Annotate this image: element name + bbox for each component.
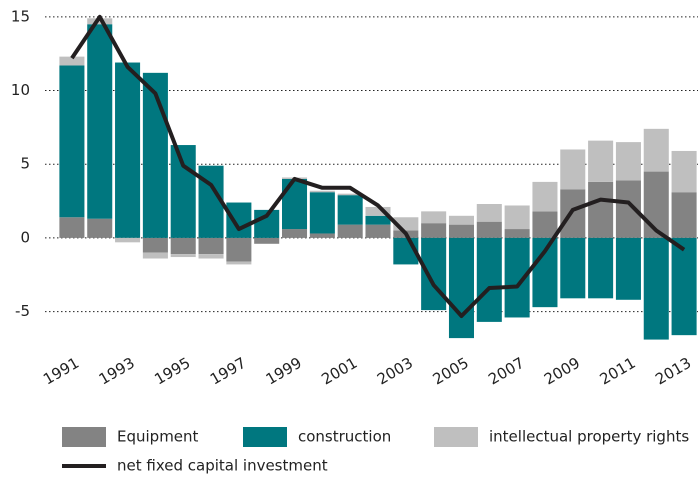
bar-segment <box>226 237 252 262</box>
x-tick-label: 2003 <box>374 354 416 389</box>
bar-segment <box>615 237 641 300</box>
legend-label: Equipment <box>117 428 199 446</box>
line <box>70 14 686 318</box>
bar-segment <box>309 192 335 234</box>
bar-segment <box>560 189 586 238</box>
bar-segment <box>588 181 614 238</box>
bar-segment <box>476 221 502 238</box>
bar-segment <box>59 65 85 218</box>
bar-segment <box>198 254 224 259</box>
legend-swatch <box>434 427 478 447</box>
bar-segment <box>170 145 196 238</box>
bar-segment <box>337 193 363 196</box>
legend-label: net fixed capital investment <box>117 457 328 475</box>
bar-segment <box>337 224 363 238</box>
bar-segment <box>115 237 141 243</box>
bar-segment <box>421 211 447 224</box>
bar-segment <box>560 149 586 190</box>
bar-segment <box>504 205 530 230</box>
bar-segment <box>560 237 586 299</box>
bar-segment <box>365 224 391 238</box>
y-tick-label: 10 <box>11 81 30 99</box>
bar-segment <box>615 142 641 181</box>
x-tick-label: 1991 <box>40 354 82 389</box>
bar-segment <box>671 150 697 193</box>
bar-segment <box>254 237 280 244</box>
bar-segment <box>671 192 697 238</box>
legend-label: intellectual property rights <box>489 428 689 446</box>
bar-segment <box>476 237 502 322</box>
bar-segment <box>226 202 252 238</box>
bar-segment <box>87 24 113 219</box>
bar-segment <box>59 217 85 238</box>
bar-segment <box>643 171 669 238</box>
x-tick-label: 2009 <box>541 354 583 389</box>
legend-label: construction <box>298 428 391 446</box>
bar-segment <box>671 237 697 336</box>
bar-segment <box>59 56 85 66</box>
bar-segment <box>365 206 391 216</box>
bar-segment <box>170 254 196 258</box>
x-tick-label: 1993 <box>96 354 138 389</box>
bar-segment <box>337 195 363 225</box>
bar-segment <box>226 261 252 265</box>
y-tick-label: 5 <box>20 155 30 173</box>
bar-segment <box>115 62 141 238</box>
bar-segment <box>142 237 168 253</box>
bar-segment <box>532 211 558 238</box>
bar-segment <box>142 252 168 259</box>
bar-segment <box>448 237 474 339</box>
bar-segment <box>282 178 308 230</box>
bar-segment <box>309 233 335 238</box>
bar-segment <box>198 237 224 255</box>
bar-segment <box>448 215 474 225</box>
bar-segment <box>309 190 335 193</box>
bar-segment <box>87 218 113 238</box>
bar-segment <box>421 237 447 311</box>
bar-segment <box>588 140 614 182</box>
bar-segment <box>448 224 474 238</box>
bar-segment <box>532 181 558 212</box>
bar-segment <box>643 128 669 172</box>
bar-segment <box>170 237 196 255</box>
bar-segment <box>504 229 530 238</box>
legend-swatch <box>62 427 106 447</box>
bar-segment <box>365 215 391 225</box>
x-tick-label: 2013 <box>652 354 694 389</box>
y-tick-label: 15 <box>11 7 30 25</box>
x-tick-label: 2005 <box>430 354 472 389</box>
bar-segment <box>476 204 502 222</box>
x-tick-label: 1997 <box>207 354 249 389</box>
bar-segment <box>421 223 447 238</box>
x-tick-label: 2011 <box>597 354 639 389</box>
y-tick-label: -5 <box>15 302 30 320</box>
x-tick-label: 2007 <box>485 354 527 389</box>
legend-swatch <box>243 427 287 447</box>
x-tick-label: 1995 <box>151 354 193 389</box>
y-tick-label: 0 <box>20 228 30 246</box>
bar-segment <box>142 72 168 238</box>
x-tick-label: 2001 <box>318 354 360 389</box>
bar-segment <box>282 229 308 238</box>
x-tick-label: 1999 <box>263 354 305 389</box>
bar-segment <box>643 237 669 340</box>
bar-segment <box>87 18 113 25</box>
bar-segment <box>588 237 614 299</box>
